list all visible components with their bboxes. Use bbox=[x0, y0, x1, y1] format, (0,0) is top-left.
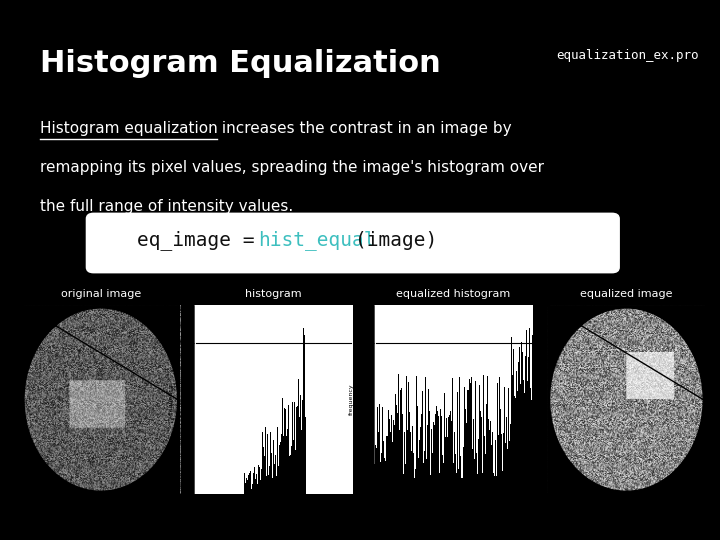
Y-axis label: frequency: frequency bbox=[348, 384, 354, 415]
Text: original image: original image bbox=[60, 289, 141, 299]
Text: equalized histogram: equalized histogram bbox=[397, 289, 510, 299]
Text: histogram: histogram bbox=[246, 289, 302, 299]
Text: Histogram equalization increases the contrast in an image by: Histogram equalization increases the con… bbox=[40, 122, 512, 137]
FancyBboxPatch shape bbox=[86, 213, 619, 273]
Text: the full range of intensity values.: the full range of intensity values. bbox=[40, 199, 293, 214]
Text: equalized image: equalized image bbox=[580, 289, 672, 299]
Text: Histogram equalization: Histogram equalization bbox=[40, 122, 217, 137]
Text: Histogram Equalization: Histogram Equalization bbox=[40, 49, 441, 78]
Text: (image): (image) bbox=[355, 231, 437, 250]
Text: increases the contrast in an image by: increases the contrast in an image by bbox=[217, 122, 512, 137]
X-axis label: pixel value: pixel value bbox=[436, 506, 471, 511]
X-axis label: pixel value: pixel value bbox=[256, 506, 291, 511]
Y-axis label: frequency: frequency bbox=[168, 384, 174, 415]
Text: eq_image =: eq_image = bbox=[137, 231, 266, 250]
Text: remapping its pixel values, spreading the image's histogram over: remapping its pixel values, spreading th… bbox=[40, 160, 544, 176]
Text: hist_equal: hist_equal bbox=[258, 231, 375, 250]
Text: equalization_ex.pro: equalization_ex.pro bbox=[556, 49, 698, 62]
